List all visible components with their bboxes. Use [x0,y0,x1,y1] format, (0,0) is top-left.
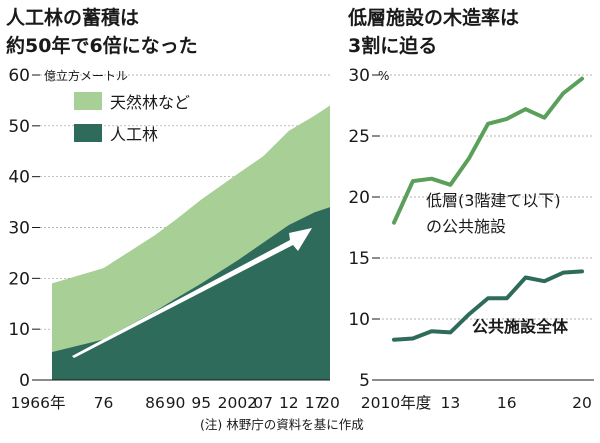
right-y-tick: 15 [348,249,370,269]
left-y-tick: 40 [8,168,30,188]
right-y-tick: 10 [348,310,370,330]
series-label-lowrise-line1: 低層(3階建て以下) [426,191,561,210]
line-lowrise-public-facilities [392,76,584,225]
left-x-tick: 1966年 [11,394,66,412]
left-x-tick: 95 [191,394,211,412]
left-unit-label: 億立方メートル [44,68,128,83]
left-x-tick: 76 [94,394,114,412]
left-x-tick: 17 [305,394,325,412]
right-x-tick-labels: 2010年度 13 16 20 [361,394,592,412]
right-y-tick-labels: 5 10 15 20 25 30 [348,66,380,391]
left-title-line2: 約50年で6倍になった [6,34,198,57]
trend-arrow-shape [72,228,312,358]
right-y-tick: 20 [348,188,370,208]
right-y-tick: 25 [348,127,370,147]
right-chart: 低層施設の木造率は 3割に迫る 5 10 15 20 25 30 % 2010年度 13 16… [347,6,594,412]
right-title-line2: 3割に迫る [348,34,437,57]
left-y-tick: 0 [19,371,30,391]
area-natural-forest [52,105,330,353]
right-unit-label: % [378,69,389,83]
left-x-tick: 07 [253,394,273,412]
right-x-tick: 13 [441,394,461,412]
series-label-lowrise-line2: の公共施設 [426,217,506,236]
left-y-tick: 30 [8,219,30,239]
trend-arrow [72,228,312,358]
left-y-tick: 60 [8,66,30,86]
left-y-tick: 50 [8,117,30,137]
right-x-tick: 16 [497,394,517,412]
series-label-all: 公共施設全体 [472,317,569,336]
left-x-tick: 12 [279,394,299,412]
legend-label: 人工林 [110,125,158,144]
left-x-tick: 86 [145,394,165,412]
right-y-tick: 5 [359,371,370,391]
left-y-tick: 20 [8,269,30,289]
footnote: (注) 林野庁の資料を基に作成 [200,417,364,432]
right-title-line1: 低層施設の木造率は [347,6,519,29]
legend-swatch [74,92,102,110]
left-x-tick: 20 [320,394,340,412]
left-y-tick: 10 [8,320,30,340]
legend-label: 天然林など [110,93,190,112]
left-chart: 人工林の蓄積は 約50年で6倍になった 0 10 20 30 40 50 60 億立方メート… [6,6,340,412]
right-y-tick: 30 [348,66,370,86]
right-x-tick: 20 [572,394,592,412]
right-gridlines [374,74,594,381]
right-lines [392,76,584,342]
left-title-line1: 人工林の蓄積は [6,6,139,29]
left-y-tick-labels: 0 10 20 30 40 50 60 [8,66,40,391]
line-all-public-facilities [392,269,584,342]
left-x-tick: 90 [166,394,186,412]
right-x-tick: 2010年度 [361,394,431,412]
legend-swatch [74,124,102,142]
left-x-tick: 2002 [218,394,257,412]
